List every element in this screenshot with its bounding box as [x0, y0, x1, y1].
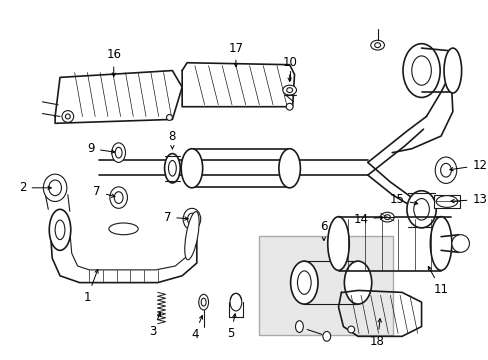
- Ellipse shape: [109, 223, 138, 235]
- Text: 15: 15: [389, 193, 417, 206]
- Text: 5: 5: [227, 314, 236, 340]
- Text: 7: 7: [163, 211, 188, 224]
- Text: 14: 14: [353, 213, 383, 226]
- Ellipse shape: [49, 209, 71, 250]
- Ellipse shape: [184, 212, 199, 260]
- Text: 8: 8: [168, 130, 176, 149]
- Text: 2: 2: [19, 181, 51, 194]
- Text: 10: 10: [282, 56, 297, 81]
- Ellipse shape: [347, 326, 354, 333]
- Ellipse shape: [110, 187, 127, 208]
- Ellipse shape: [181, 149, 202, 188]
- Text: 11: 11: [427, 266, 447, 296]
- Ellipse shape: [282, 85, 296, 95]
- Ellipse shape: [434, 157, 456, 184]
- Ellipse shape: [327, 217, 348, 270]
- Ellipse shape: [183, 208, 200, 230]
- Ellipse shape: [295, 321, 303, 332]
- Text: 13: 13: [450, 193, 486, 206]
- Text: 3: 3: [149, 312, 160, 338]
- Text: 18: 18: [369, 319, 384, 348]
- Ellipse shape: [380, 212, 393, 222]
- Ellipse shape: [429, 217, 451, 270]
- Ellipse shape: [112, 143, 125, 162]
- Ellipse shape: [344, 261, 371, 304]
- Text: 4: 4: [191, 315, 202, 341]
- Ellipse shape: [278, 149, 300, 188]
- Text: 17: 17: [228, 42, 243, 67]
- Text: 7: 7: [93, 185, 115, 198]
- Ellipse shape: [164, 154, 180, 183]
- Ellipse shape: [229, 293, 241, 311]
- Ellipse shape: [62, 111, 74, 122]
- FancyBboxPatch shape: [259, 236, 392, 336]
- Ellipse shape: [443, 48, 461, 93]
- Bar: [433, 195, 459, 208]
- Text: 12: 12: [449, 159, 487, 172]
- Ellipse shape: [435, 195, 457, 207]
- Text: 6: 6: [320, 220, 327, 240]
- Ellipse shape: [198, 294, 208, 310]
- Ellipse shape: [43, 174, 67, 202]
- Ellipse shape: [451, 235, 468, 252]
- Ellipse shape: [166, 114, 172, 120]
- Ellipse shape: [285, 103, 292, 110]
- Text: 9: 9: [87, 142, 115, 155]
- Ellipse shape: [370, 40, 384, 50]
- Ellipse shape: [406, 191, 435, 228]
- Text: 1: 1: [83, 270, 98, 304]
- Ellipse shape: [290, 261, 317, 304]
- Text: 16: 16: [106, 49, 121, 76]
- Ellipse shape: [322, 332, 330, 341]
- Ellipse shape: [402, 44, 439, 98]
